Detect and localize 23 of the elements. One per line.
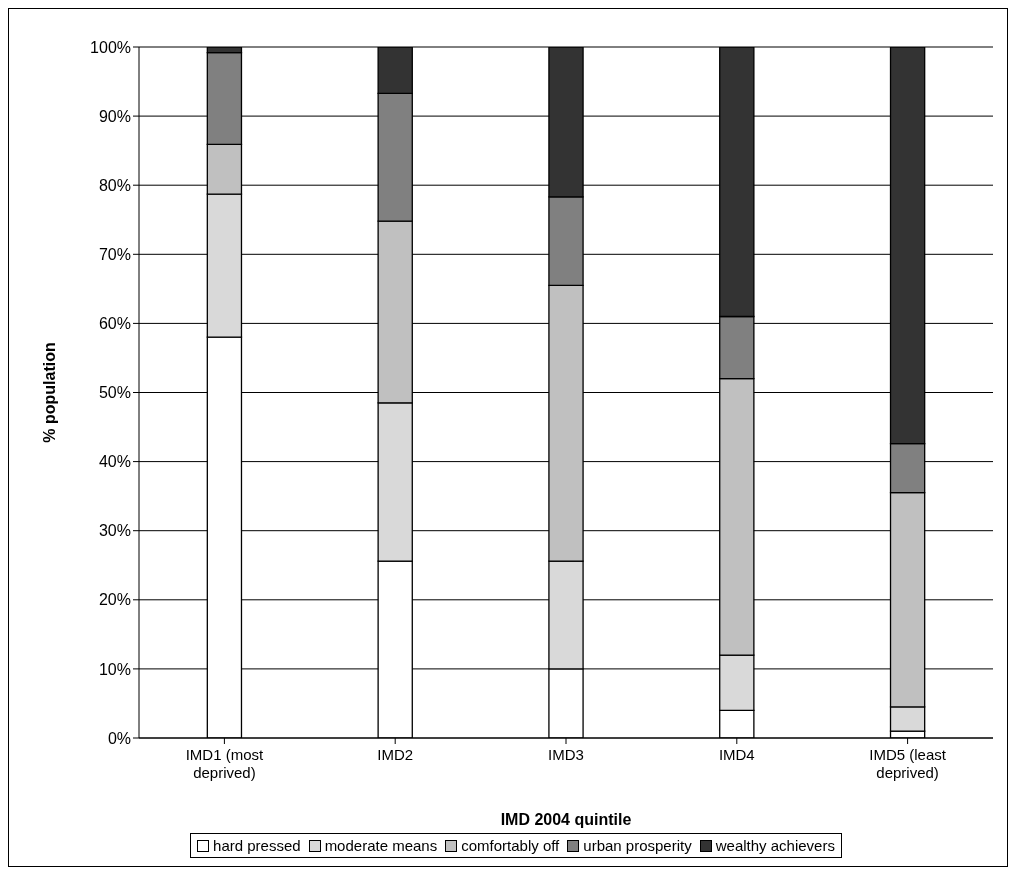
x-tick-label: IMD1 (most deprived)	[185, 746, 264, 781]
y-tick-label: 100%	[90, 38, 131, 56]
legend-label: wealthy achievers	[715, 837, 835, 854]
x-axis-title: IMD 2004 quintile	[500, 811, 632, 828]
legend-label: hard pressed	[213, 837, 301, 854]
y-tick-label: 30%	[98, 522, 131, 540]
y-axis-title: % population	[40, 342, 58, 443]
legend-label: urban prosperity	[583, 837, 692, 854]
y-tick-label: 10%	[98, 660, 131, 678]
y-tick-label: 20%	[98, 591, 131, 609]
legend-label: comfortably off	[461, 837, 560, 854]
y-tick-label: 90%	[98, 107, 131, 125]
x-tick-label: IMD3	[548, 746, 584, 763]
x-tick-label: IMD5 (least deprived)	[869, 746, 947, 781]
y-tick-label: 0%	[107, 729, 131, 747]
y-tick-label: 40%	[98, 453, 131, 471]
x-tick-label: IMD2	[377, 746, 414, 763]
y-tick-label: 80%	[98, 176, 131, 194]
x-tick-label: IMD4	[718, 746, 755, 763]
y-tick-label: 70%	[98, 245, 131, 263]
y-tick-label: 60%	[98, 315, 131, 333]
y-tick-label: 50%	[98, 384, 131, 402]
legend-label: moderate means	[324, 837, 438, 854]
